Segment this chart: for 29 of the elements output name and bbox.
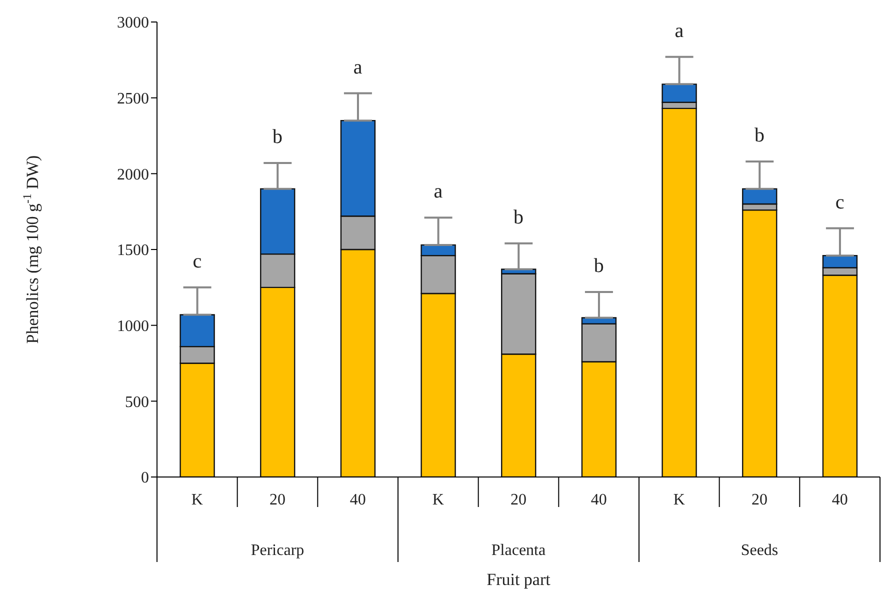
annotation: b [754,124,764,147]
x-tick-label: K [432,491,444,508]
x-tick-label: 20 [752,491,768,508]
text: Pericarp [250,542,304,559]
annotation: c [192,250,202,272]
y-tick-label: 1000 [117,318,149,336]
annotation: a [353,56,362,78]
x-tick-label: 40 [350,491,366,508]
annotation: b [594,254,604,277]
x-tick-label: K [673,491,686,508]
y-tick-label: 0 [141,470,149,487]
annotation: a [434,180,443,203]
x-axis-title: Fruit part [486,570,551,589]
y-tick-label: 2000 [117,166,149,184]
x-tick-label: K [191,491,204,508]
annotation: b [514,206,524,228]
text: Seeds [740,542,778,559]
x-tick-label: 40 [590,491,607,508]
annotation: b [272,126,282,148]
x-tick-label: 20 [270,491,286,508]
y-tick-label: 2500 [117,90,149,108]
x-tick-label: 40 [832,491,848,508]
text: Placenta [491,542,546,559]
annotation: c [835,191,844,214]
y-tick-label: 500 [125,394,149,411]
x-tick-label: 20 [510,491,526,508]
annotation: a [674,20,684,42]
y-tick-label: 1500 [117,242,149,260]
y-tick-label: 3000 [117,14,149,32]
